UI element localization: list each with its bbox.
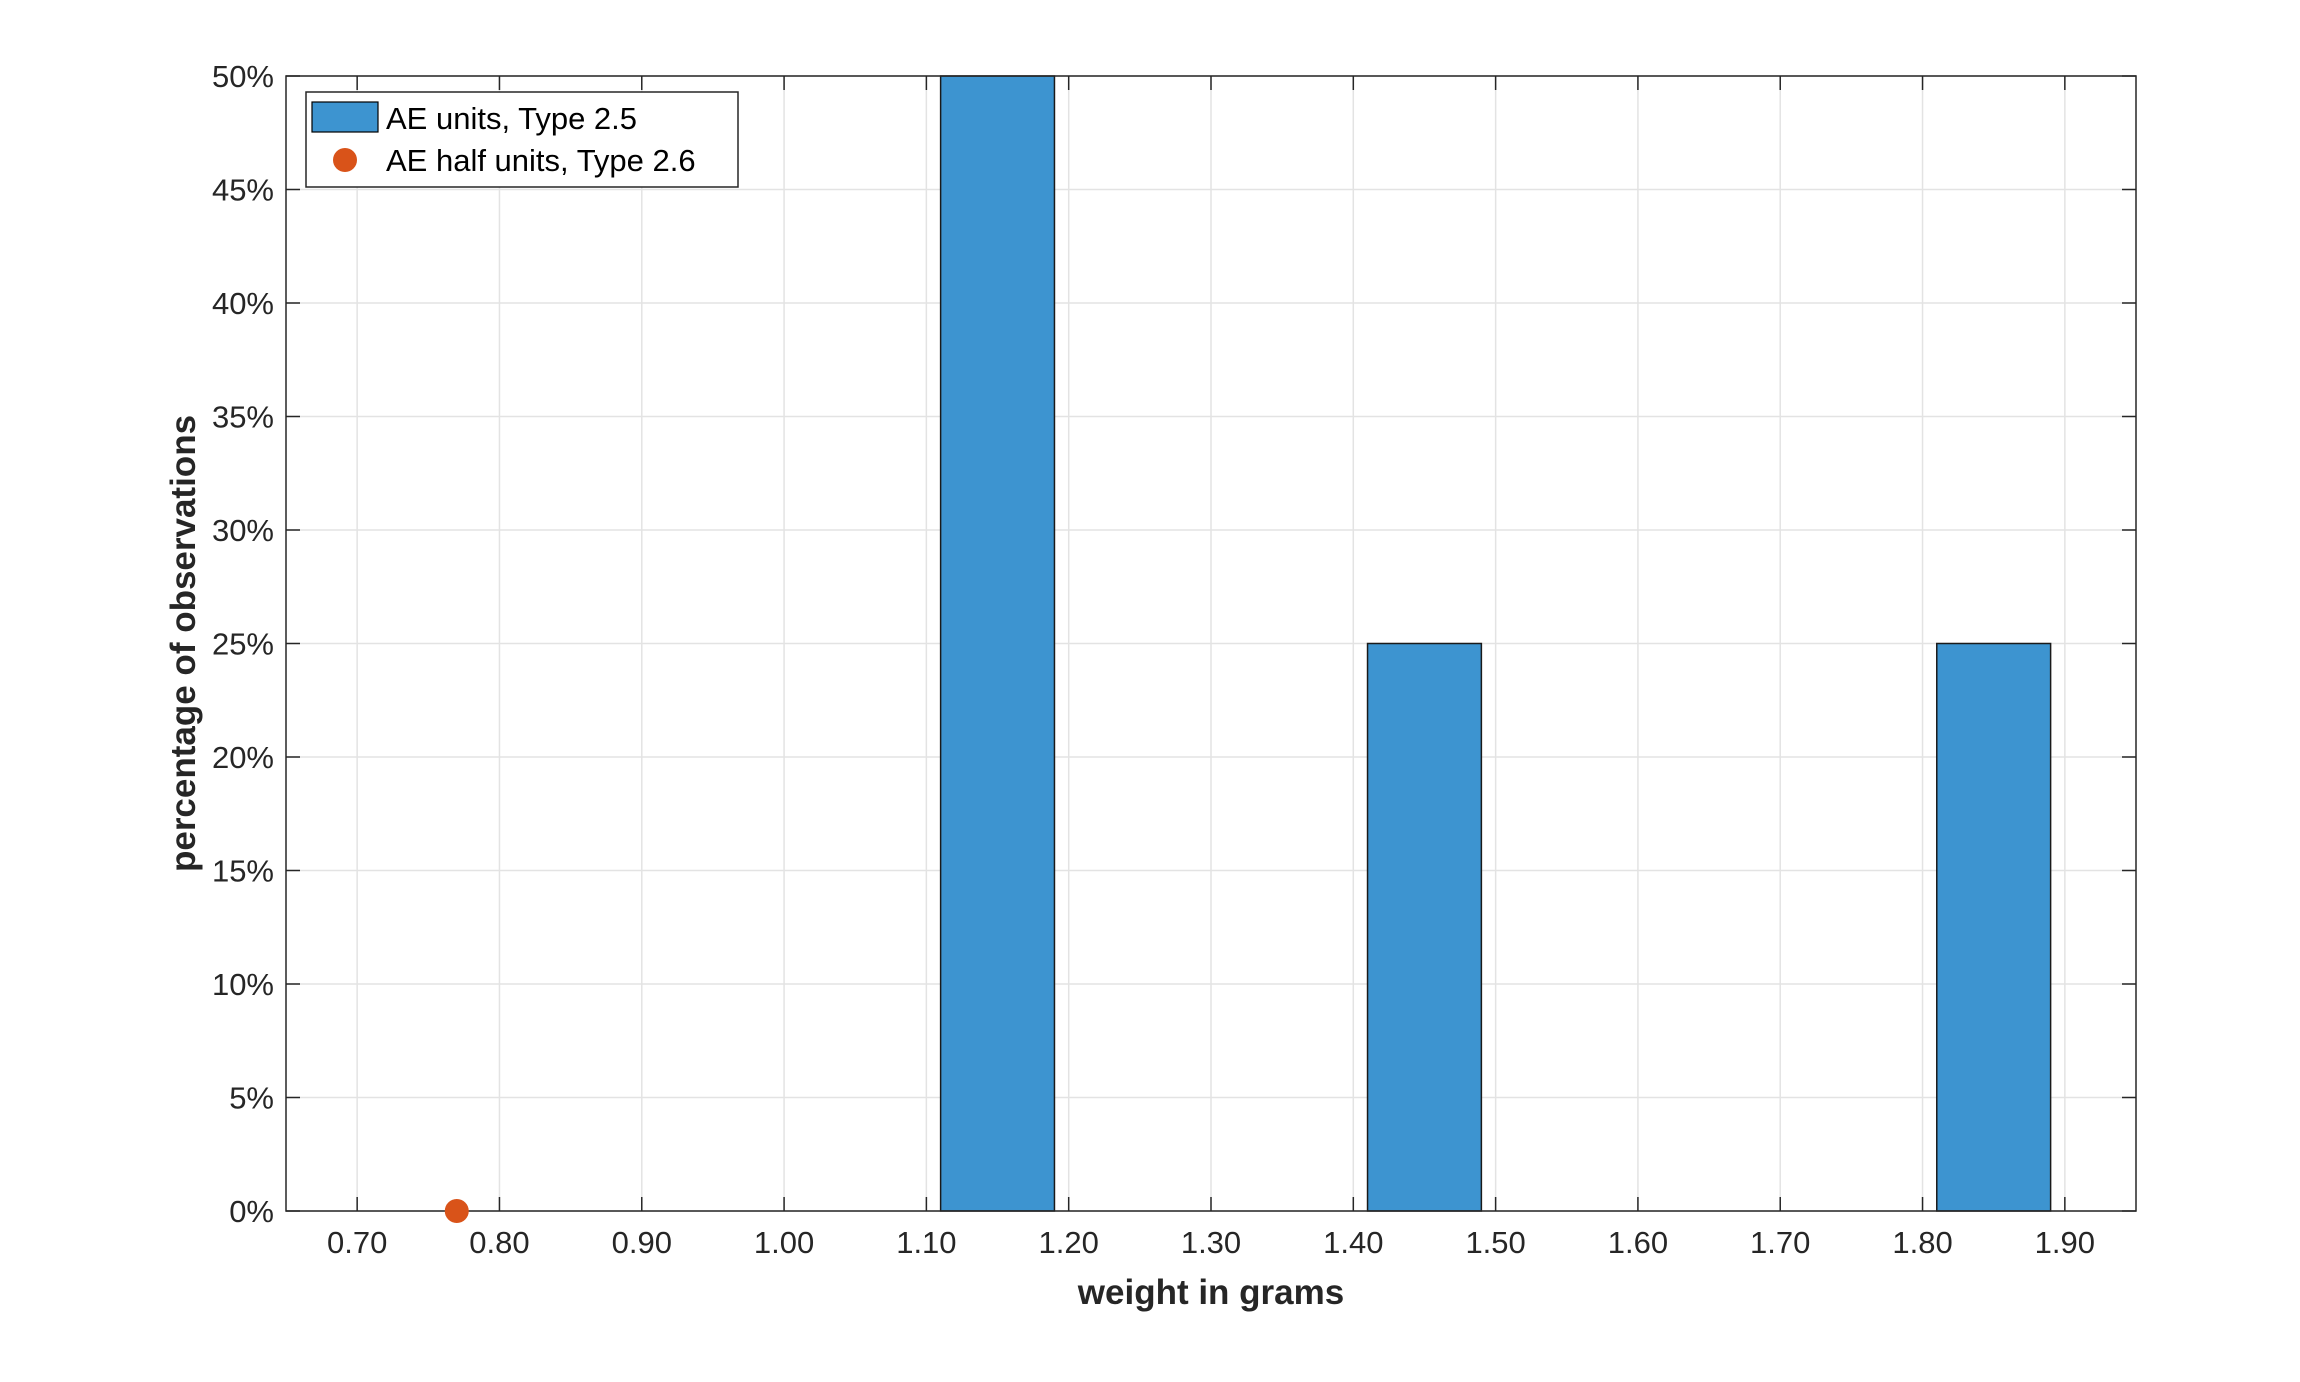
x-tick-label: 1.10 bbox=[896, 1225, 956, 1260]
x-axis-label: weight in grams bbox=[1077, 1273, 1344, 1312]
bars bbox=[939, 75, 2052, 1212]
y-tick-labels: 0% 5% 10% 15% 20% 25% 30% 35% 40% 45% 50% bbox=[212, 59, 274, 1229]
x-tick-label: 0.80 bbox=[469, 1225, 529, 1260]
y-tick-label: 25% bbox=[212, 627, 274, 662]
y-tick-label: 20% bbox=[212, 740, 274, 775]
gridlines bbox=[286, 75, 2136, 1212]
x-tick-label: 1.90 bbox=[2035, 1225, 2095, 1260]
tick-marks bbox=[286, 75, 2136, 1212]
y-tick-label: 45% bbox=[212, 173, 274, 208]
x-tick-label: 1.00 bbox=[754, 1225, 814, 1260]
x-tick-label: 1.50 bbox=[1465, 1225, 1525, 1260]
x-tick-label: 0.70 bbox=[327, 1225, 387, 1260]
scatter-points bbox=[444, 1199, 469, 1223]
x-tick-label: 1.70 bbox=[1750, 1225, 1810, 1260]
histogram-bar bbox=[1366, 642, 1483, 1212]
y-tick-label: 10% bbox=[212, 967, 274, 1002]
y-tick-label: 15% bbox=[212, 854, 274, 889]
axes-box bbox=[285, 75, 2137, 1212]
y-axis-label: percentage of observations bbox=[164, 415, 203, 872]
x-tick-label: 1.30 bbox=[1181, 1225, 1241, 1260]
legend-swatch-bars bbox=[311, 101, 379, 133]
y-tick-label: 50% bbox=[212, 59, 274, 94]
legend-label-ae-half-units: AE half units, Type 2.6 bbox=[386, 143, 696, 178]
x-tick-labels: 0.70 0.80 0.90 1.00 1.10 1.20 1.30 1.40 1.50 1.60… bbox=[327, 1225, 2095, 1260]
legend-label-ae-units: AE units, Type 2.5 bbox=[386, 101, 637, 136]
y-tick-label: 0% bbox=[229, 1194, 274, 1229]
y-tick-label: 5% bbox=[229, 1081, 274, 1116]
x-tick-label: 1.80 bbox=[1892, 1225, 1952, 1260]
y-tick-label: 30% bbox=[212, 513, 274, 548]
x-tick-label: 1.20 bbox=[1039, 1225, 1099, 1260]
legend: AE units, Type 2.5 AE half units, Type 2… bbox=[305, 91, 739, 188]
y-tick-label: 35% bbox=[212, 400, 274, 435]
histogram-bar bbox=[939, 75, 1056, 1212]
x-tick-label: 1.40 bbox=[1323, 1225, 1383, 1260]
legend-swatch-points bbox=[333, 148, 357, 172]
x-tick-label: 1.60 bbox=[1608, 1225, 1668, 1260]
scatter-point bbox=[444, 1199, 469, 1223]
x-tick-label: 0.90 bbox=[612, 1225, 672, 1260]
y-tick-label: 40% bbox=[212, 286, 274, 321]
histogram-bar bbox=[1936, 642, 2052, 1212]
